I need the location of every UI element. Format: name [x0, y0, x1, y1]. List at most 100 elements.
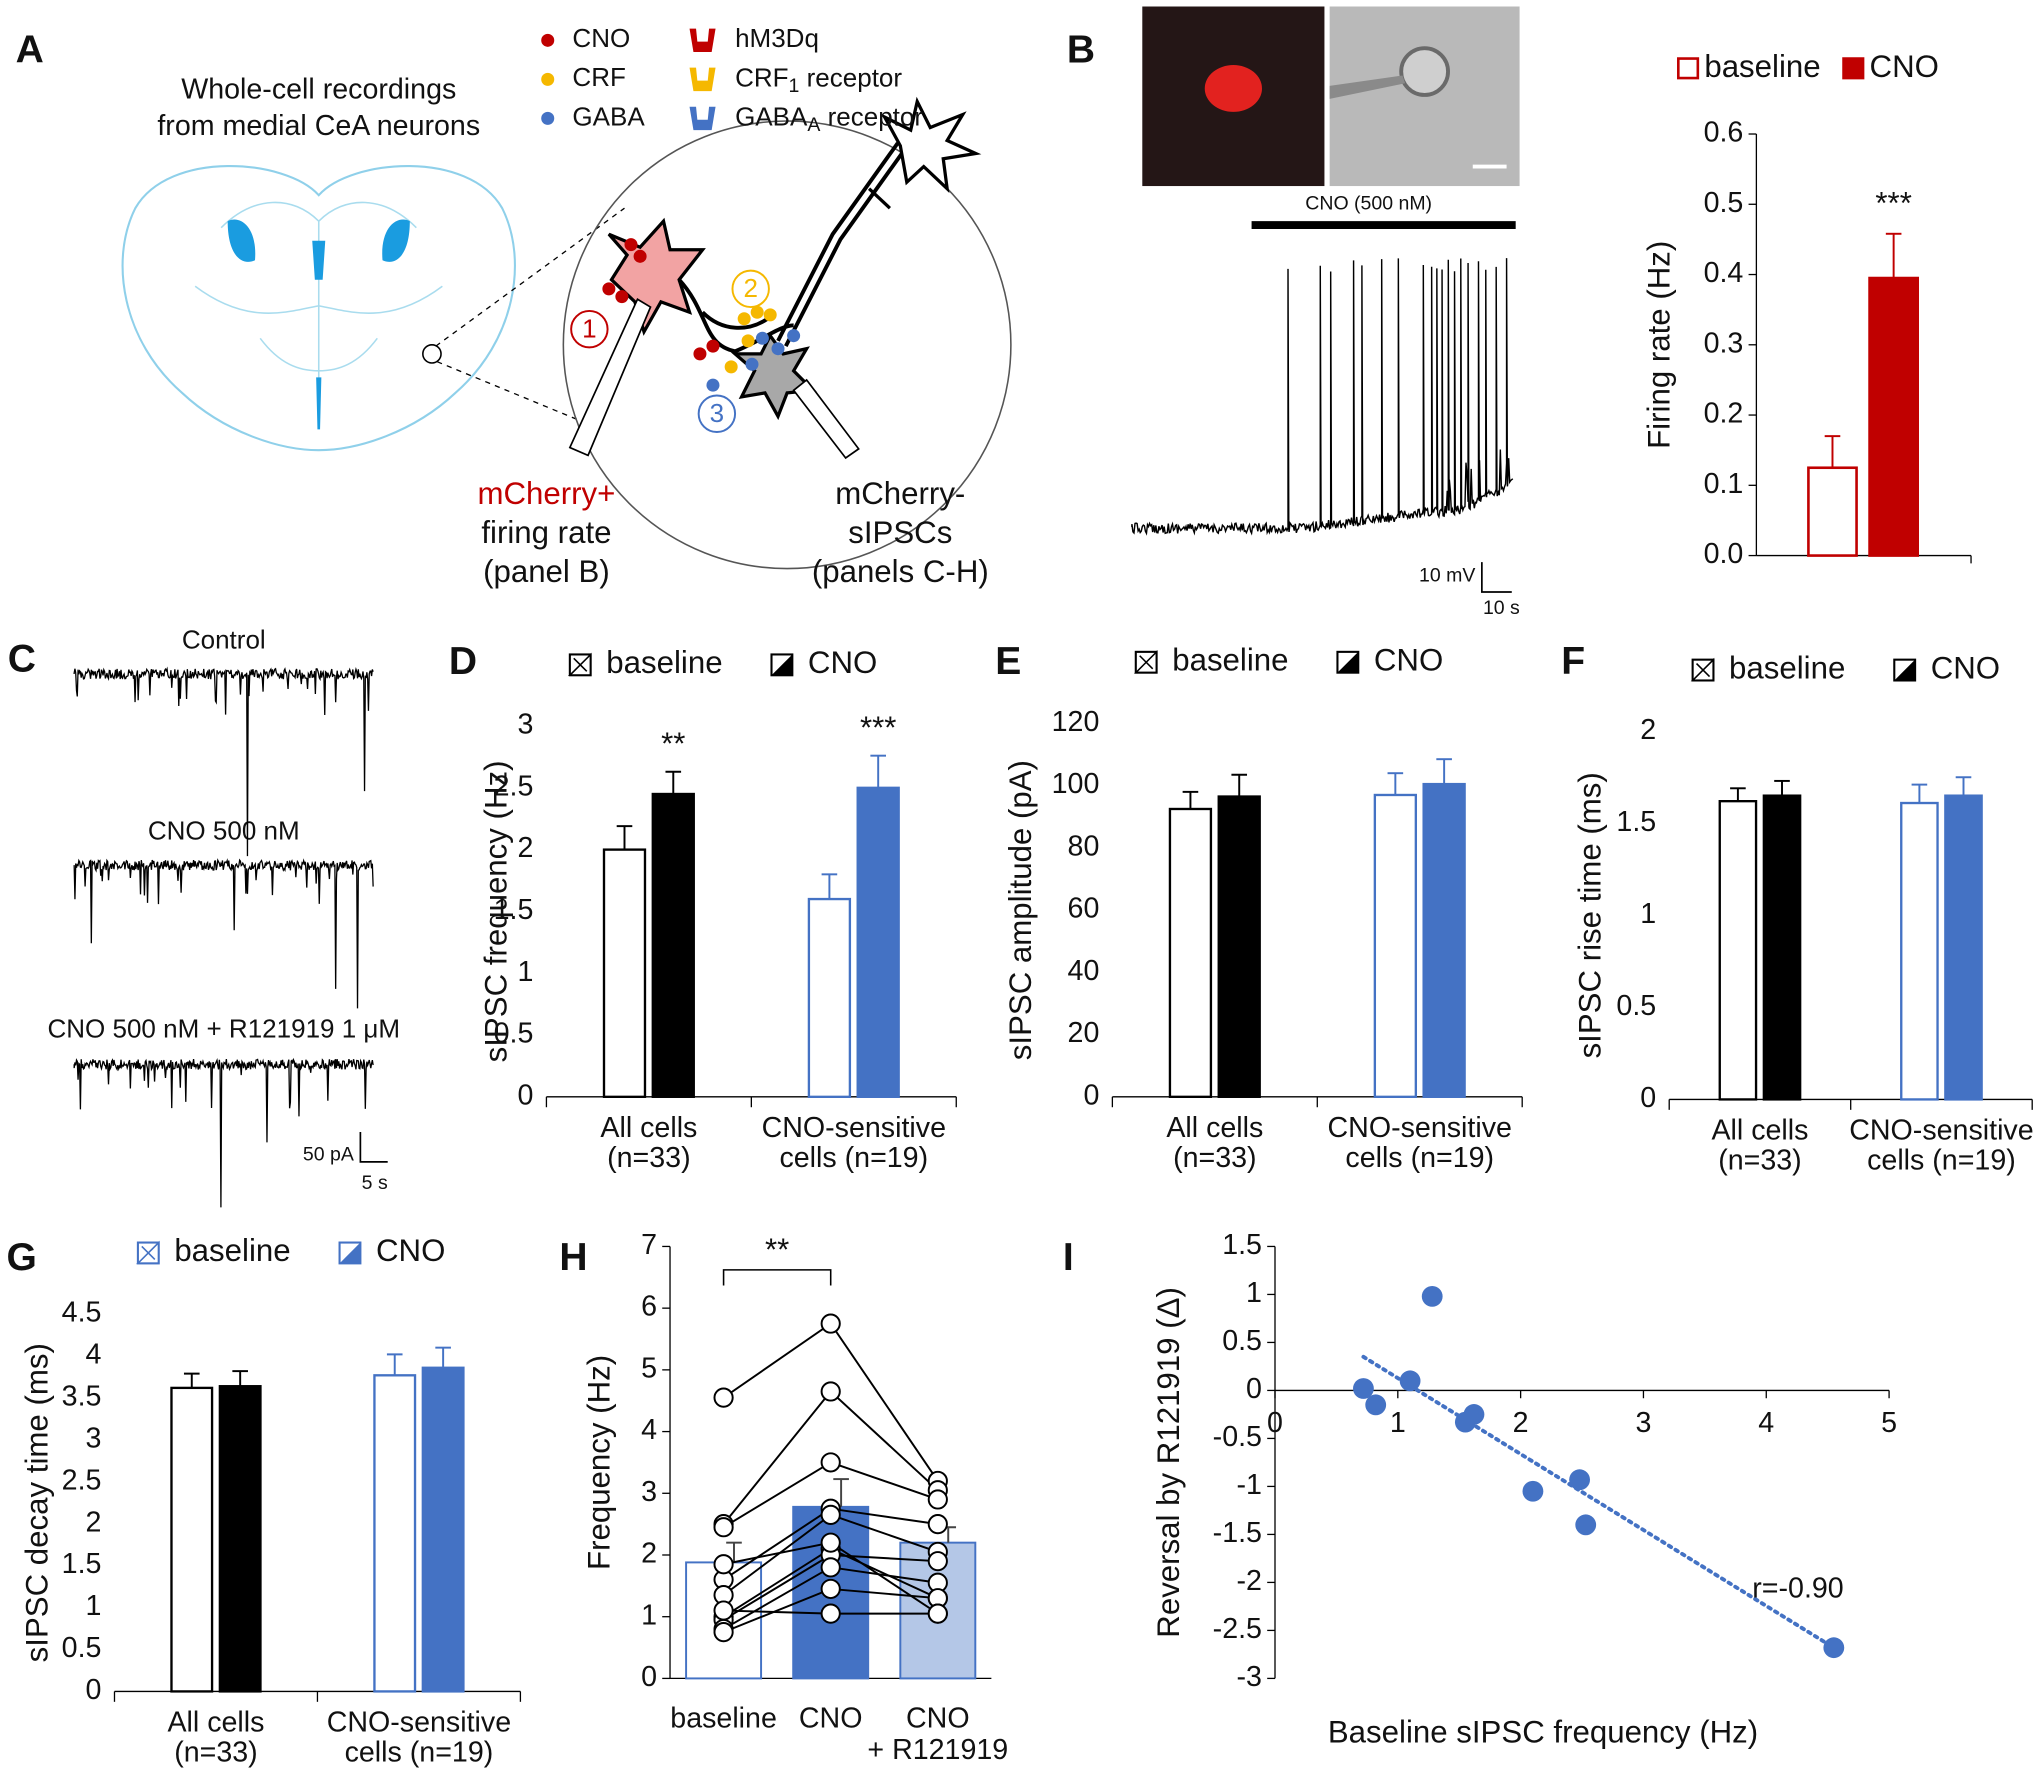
- diagram-title: from medial CeA neurons: [157, 110, 480, 142]
- x-tick-label: + R121919: [867, 1734, 1008, 1766]
- y-axis-title: Reversal by R121919 (Δ): [1151, 1287, 1186, 1638]
- y-tick-label: 0.1: [1704, 468, 1744, 500]
- bar: [170, 1386, 214, 1693]
- panel-letter: I: [1063, 1236, 1074, 1279]
- x-tick-label: 4: [1758, 1407, 1774, 1439]
- bar: [602, 848, 647, 1098]
- cell-point: [713, 1554, 734, 1575]
- y-tick-label: 2: [517, 832, 533, 864]
- legend-dot: [541, 72, 555, 86]
- x-tick-label: 5: [1881, 1407, 1897, 1439]
- legend-receptor: [689, 67, 716, 92]
- legend-label: CNO: [1931, 650, 2000, 685]
- y-tick-label: 2: [641, 1538, 657, 1570]
- dendrite: [776, 141, 908, 347]
- y-tick-label: 0.0: [1704, 538, 1744, 570]
- y-axis-title: sIPSC decay time (ms): [19, 1343, 54, 1662]
- marker: 1: [582, 313, 596, 343]
- y-tick-label: 1: [1640, 898, 1656, 930]
- legend-label: CRF1 receptor: [735, 62, 902, 97]
- dot: [693, 347, 707, 361]
- trace: [1131, 258, 1514, 536]
- y-tick-label: 1.5: [494, 894, 534, 926]
- y-axis-title: sIPSC frequency (Hz): [479, 760, 514, 1062]
- caption: (panels C-H): [812, 554, 989, 589]
- dot: [771, 342, 785, 356]
- y-tick-label: 0.5: [1222, 1325, 1262, 1357]
- y-tick-label: 3: [517, 709, 533, 741]
- trace: [73, 858, 374, 1009]
- x-tick-label: All cells: [1711, 1115, 1808, 1147]
- legend-label: CNO: [1374, 643, 1443, 678]
- y-axis-title: Firing rate (Hz): [1642, 241, 1677, 449]
- point: [1421, 1285, 1443, 1307]
- y-tick-label: 0.4: [1704, 257, 1744, 289]
- y-tick-label: 0.3: [1704, 327, 1744, 359]
- neuron-red: [607, 217, 706, 336]
- marker: 3: [710, 398, 724, 428]
- y-axis-title: sIPSC rise time (ms): [1573, 772, 1608, 1058]
- significance: **: [661, 726, 685, 761]
- scale-bar: [359, 1131, 388, 1163]
- pipette-image: [1329, 75, 1406, 99]
- y-tick-label: 3.5: [62, 1381, 102, 1413]
- marker-circle: [731, 269, 770, 309]
- dot: [741, 334, 755, 348]
- scale-label: 5 s: [362, 1172, 388, 1194]
- point: [1569, 1469, 1590, 1491]
- x-tick-label: CNO: [906, 1703, 970, 1735]
- trace: [73, 1057, 374, 1208]
- legend-label: GABAA receptor: [735, 101, 923, 136]
- y-tick-label: 0: [641, 1661, 657, 1693]
- cno-dots: [602, 238, 720, 361]
- x-tick-label: (n=33): [607, 1142, 690, 1174]
- legend-receptor: [689, 28, 716, 53]
- cell-point: [927, 1514, 948, 1535]
- legend-label-part: receptor: [799, 62, 902, 92]
- panel-letter: C: [8, 637, 36, 680]
- y-tick-label: 3: [641, 1476, 657, 1508]
- legend-label: baseline: [1729, 650, 1845, 685]
- point: [1353, 1378, 1374, 1399]
- zoom-line: [435, 207, 625, 347]
- y-tick-label: 40: [1068, 955, 1100, 987]
- dot: [633, 249, 647, 263]
- y-tick-label: 1.5: [1616, 806, 1656, 838]
- scale-label: 10 mV: [1419, 565, 1475, 587]
- point: [1463, 1404, 1485, 1425]
- scale-label: 10 s: [1483, 597, 1520, 619]
- bar: [1944, 794, 1983, 1101]
- panel-letter: A: [16, 28, 44, 71]
- legend-label: baseline: [174, 1233, 290, 1268]
- trace-label: CNO 500 nM + R121919 1 μM: [47, 1013, 400, 1043]
- panel-letter: B: [1067, 28, 1095, 71]
- legend-swatch: [1842, 57, 1865, 80]
- y-tick-label: 4: [86, 1339, 102, 1371]
- caption: firing rate: [481, 515, 611, 550]
- marker: 2: [743, 273, 757, 303]
- x-tick-label: cells (n=19): [1867, 1144, 2016, 1176]
- y-tick-label: 3: [86, 1422, 102, 1454]
- pipette: [568, 298, 652, 457]
- y-tick-label: -2: [1237, 1565, 1262, 1597]
- bar: [1168, 807, 1213, 1098]
- y-tick-label: 100: [1052, 768, 1100, 800]
- bar: [1900, 801, 1939, 1101]
- marker-circle: [570, 309, 609, 349]
- y-tick-label: 0.6: [1704, 117, 1744, 149]
- zoom-circle: [562, 120, 1012, 570]
- x-tick-label: 1: [1390, 1407, 1406, 1439]
- x-tick-label: All cells: [600, 1112, 697, 1144]
- dot: [706, 378, 720, 392]
- y-tick-label: 2: [1640, 714, 1656, 746]
- dot: [750, 305, 764, 319]
- trace: [73, 666, 374, 857]
- cell-point: [927, 1489, 948, 1510]
- bracket: [722, 1269, 832, 1286]
- x-tick-label: All cells: [167, 1707, 264, 1739]
- y-tick-label: 6: [641, 1291, 657, 1323]
- point: [1365, 1394, 1387, 1416]
- x-tick-label: CNO-sensitive: [1328, 1112, 1512, 1144]
- bar: [1217, 795, 1261, 1098]
- bar: [421, 1366, 465, 1693]
